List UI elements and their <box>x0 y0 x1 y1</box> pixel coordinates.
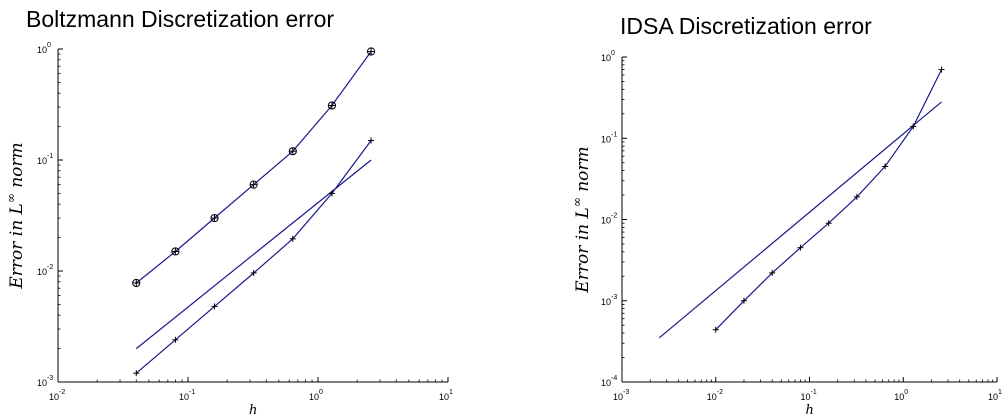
circle-plus-marker <box>171 247 180 256</box>
y-tick-label: 10 <box>37 378 47 388</box>
plus-marker <box>211 303 218 310</box>
y-tick-label: 10 <box>601 297 611 307</box>
y-tick-exponent: 0 <box>47 42 51 49</box>
plus-marker <box>853 193 860 200</box>
x-tick-exponent: -1 <box>811 389 817 396</box>
x-tick-label: 10 <box>894 392 904 402</box>
series-line <box>135 140 372 374</box>
plus-marker <box>328 190 335 197</box>
y-tick-exponent: -2 <box>611 213 617 220</box>
plus-marker <box>172 336 179 343</box>
y-tick-exponent: -3 <box>611 294 617 301</box>
y-tick-label: 10 <box>601 216 611 226</box>
x-tick-label: 10 <box>707 392 717 402</box>
reference-line <box>658 101 942 339</box>
x-tick-label: 10 <box>309 392 319 402</box>
y-axis-label: Error in L∞ norm <box>4 142 27 289</box>
plus-marker <box>910 123 917 130</box>
x-tick-exponent: 0 <box>904 389 908 396</box>
y-tick-exponent: -1 <box>47 153 53 160</box>
x-axis-label: h <box>806 403 814 418</box>
y-axis-label-text: Error in L <box>573 207 593 294</box>
plus-marker <box>712 326 719 333</box>
plus-marker <box>133 370 140 377</box>
y-tick-label: 10 <box>37 156 47 166</box>
x-axis-label: h <box>249 403 257 418</box>
x-tick-label: 10 <box>801 392 811 402</box>
y-axis-label-text: Error in L <box>7 203 27 290</box>
series-line <box>715 69 943 331</box>
y-tick-label: 10 <box>37 45 47 55</box>
y-axis-label-text: norm <box>573 146 593 197</box>
y-tick-exponent: -4 <box>611 375 617 382</box>
series-line <box>135 51 372 284</box>
x-tick-label: 10 <box>613 392 623 402</box>
y-tick-exponent: -1 <box>611 131 617 138</box>
y-tick-label: 10 <box>601 53 611 63</box>
chart-title: IDSA Discretization error <box>620 13 872 39</box>
y-tick-exponent: -2 <box>47 264 53 271</box>
circle-plus-marker <box>327 101 337 110</box>
x-tick-exponent: 0 <box>319 389 323 396</box>
plus-marker <box>797 244 804 251</box>
chart-title: Boltzmann Discretization error <box>26 6 334 32</box>
circle-plus-marker <box>249 180 258 189</box>
x-tick-exponent: 1 <box>449 389 453 396</box>
y-axis-label: Error in L∞ norm <box>570 146 593 293</box>
y-tick-exponent: -3 <box>47 375 53 382</box>
circle-plus-marker <box>210 213 219 223</box>
x-tick-label: 10 <box>439 392 449 402</box>
plus-marker <box>882 163 889 170</box>
y-axis-label-superscript: ∞ <box>4 193 18 203</box>
y-tick-exponent: 0 <box>611 50 615 57</box>
plus-marker <box>740 297 747 304</box>
y-tick-label: 10 <box>37 267 47 277</box>
y-axis-label-superscript: ∞ <box>570 197 584 207</box>
x-tick-label: 10 <box>179 392 189 402</box>
y-axis-label-text: norm <box>7 142 27 193</box>
plus-marker <box>368 137 375 144</box>
plus-marker <box>250 269 257 276</box>
x-tick-label: 10 <box>49 392 59 402</box>
circle-plus-marker <box>288 147 297 156</box>
x-tick-label: 10 <box>988 392 998 402</box>
plus-marker <box>825 220 832 227</box>
x-tick-exponent: 1 <box>998 389 1002 396</box>
x-tick-exponent: -1 <box>189 389 195 396</box>
x-tick-exponent: -3 <box>623 389 629 396</box>
circle-plus-marker <box>132 278 141 288</box>
circle-plus-marker <box>366 47 376 56</box>
y-tick-label: 10 <box>601 378 611 388</box>
plus-marker <box>769 269 776 276</box>
x-tick-exponent: -2 <box>717 389 723 396</box>
y-tick-label: 10 <box>601 134 611 144</box>
plus-marker <box>938 66 945 73</box>
x-tick-exponent: -2 <box>59 389 65 396</box>
plus-marker <box>289 235 296 242</box>
